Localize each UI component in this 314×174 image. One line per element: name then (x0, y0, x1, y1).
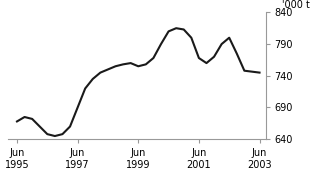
Y-axis label: '000 t: '000 t (282, 0, 310, 10)
